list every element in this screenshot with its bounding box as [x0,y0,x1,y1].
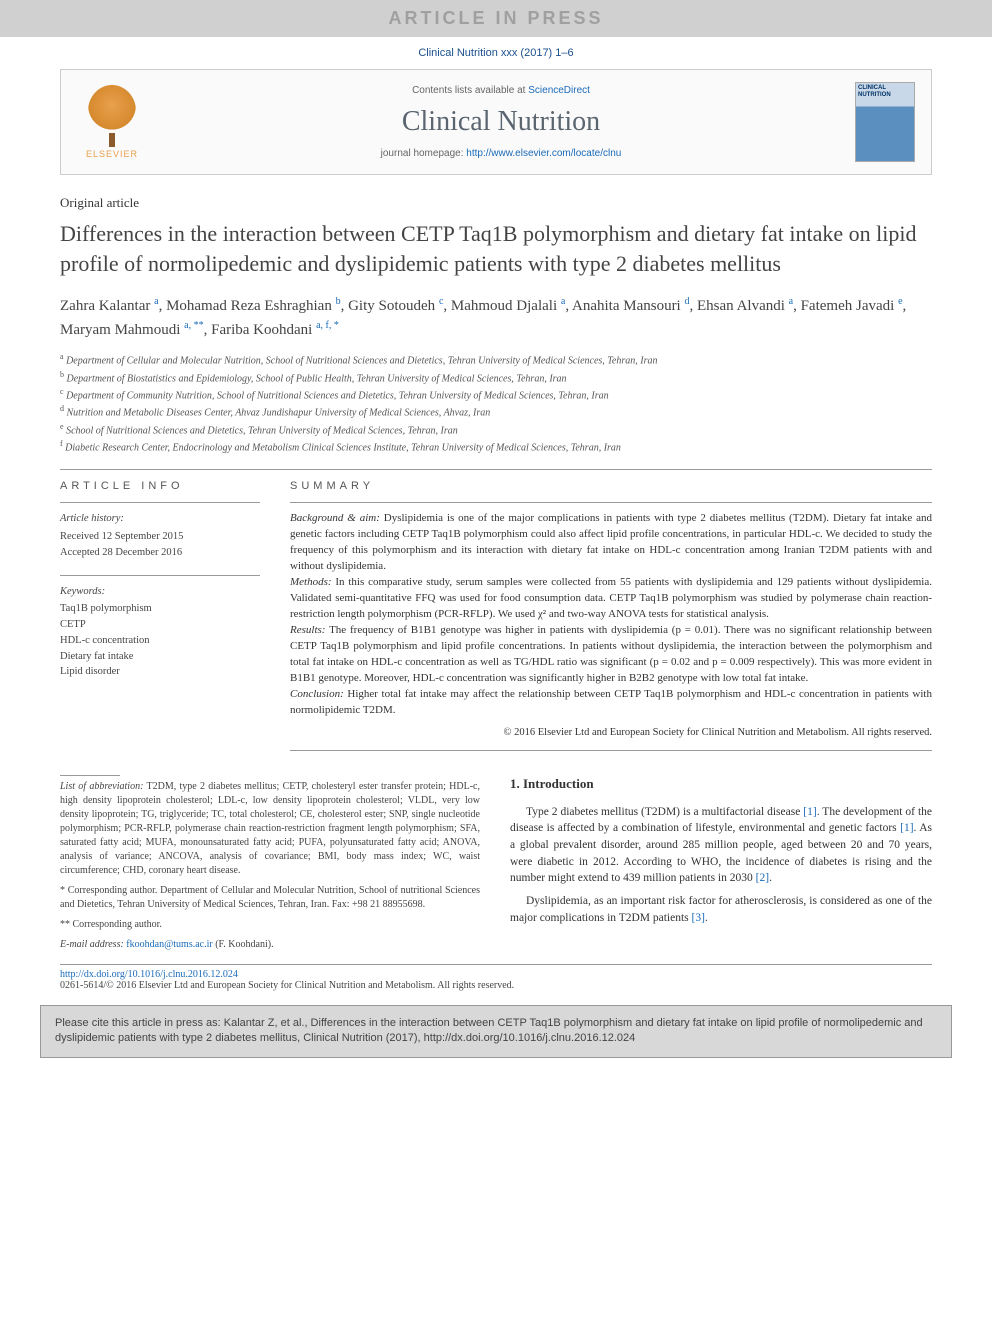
background-header: Background & aim: [290,512,380,524]
intro-p2-end: . [705,912,708,924]
article-info-column: ARTICLE INFO Article history: Received 1… [60,480,260,750]
ref-link-1b[interactable]: [1] [900,822,913,834]
ref-link-3[interactable]: [3] [692,912,705,924]
contents-pre: Contents lists available at [412,85,528,96]
email-link[interactable]: fkoohdan@tums.ac.ir [126,939,212,950]
methods-header: Methods: [290,576,332,588]
keywords-block: Keywords: Taq1B polymorphismCETPHDL-c co… [60,584,260,681]
intro-paragraph-1: Type 2 diabetes mellitus (T2DM) is a mul… [510,804,932,887]
summary-copyright: © 2016 Elsevier Ltd and European Society… [290,725,932,740]
keyword-item: Lipid disorder [60,664,260,680]
intro-p1-pre: Type 2 diabetes mellitus (T2DM) is a mul… [526,806,803,818]
summary-text: Background & aim: Dyslipidemia is one of… [290,511,932,739]
journal-header: ELSEVIER Contents lists available at Sci… [60,69,932,175]
authors-list: Zahra Kalantar a, Mohamad Reza Eshraghia… [60,294,932,341]
corresponding-author-2: ** Corresponding author. [60,918,480,932]
divider [60,575,260,576]
elsevier-tree-icon [88,85,136,137]
ref-link-1[interactable]: [1] [803,806,816,818]
bottom-columns: List of abbreviation: T2DM, type 2 diabe… [60,775,932,952]
issn-copyright: 0261-5614/© 2016 Elsevier Ltd and Europe… [60,980,514,991]
methods-text: In this comparative study, serum samples… [290,576,932,620]
affiliation-item: b Department of Biostatistics and Epidem… [60,369,932,386]
corresponding-author-1: * Corresponding author. Department of Ce… [60,884,480,912]
email-header: E-mail address: [60,939,124,950]
contents-line: Contents lists available at ScienceDirec… [167,85,835,96]
affiliation-item: a Department of Cellular and Molecular N… [60,351,932,368]
abbrev-header: List of abbreviation: [60,781,143,792]
journal-cover-thumbnail [855,82,915,162]
citation-box: Please cite this article in press as: Ka… [40,1005,952,1058]
keywords-header: Keywords: [60,584,260,600]
summary-label: SUMMARY [290,480,932,492]
summary-column: SUMMARY Background & aim: Dyslipidemia i… [290,480,932,750]
divider [290,750,932,751]
article-in-press-banner: ARTICLE IN PRESS [0,0,992,37]
intro-paragraph-2: Dyslipidemia, as an important risk facto… [510,893,932,926]
journal-reference: Clinical Nutrition xxx (2017) 1–6 [0,37,992,65]
keyword-item: Taq1B polymorphism [60,601,260,617]
conclusion-header: Conclusion: [290,688,344,700]
conclusion-text: Higher total fat intake may affect the r… [290,688,932,716]
doi-link[interactable]: http://dx.doi.org/10.1016/j.clnu.2016.12… [60,969,238,980]
background-text: Dyslipidemia is one of the major complic… [290,512,932,572]
homepage-line: journal homepage: http://www.elsevier.co… [167,148,835,159]
footer: http://dx.doi.org/10.1016/j.clnu.2016.12… [60,964,932,991]
header-center: Contents lists available at ScienceDirec… [167,85,835,159]
article-history: Article history: Received 12 September 2… [60,511,260,560]
history-header: Article history: [60,511,260,527]
received-date: Received 12 September 2015 [60,529,260,545]
affiliation-item: d Nutrition and Metabolic Diseases Cente… [60,403,932,420]
homepage-pre: journal homepage: [381,148,467,159]
elsevier-logo: ELSEVIER [77,82,147,162]
divider [60,502,260,503]
email-line: E-mail address: fkoohdan@tums.ac.ir (F. … [60,938,480,952]
results-header: Results: [290,624,325,636]
elsevier-text: ELSEVIER [86,149,138,159]
divider [290,502,932,503]
results-text: The frequency of B1B1 genotype was highe… [290,624,932,684]
introduction-header: 1. Introduction [510,775,932,794]
abbreviations: List of abbreviation: T2DM, type 2 diabe… [60,780,480,878]
abbrev-text: T2DM, type 2 diabetes mellitus; CETP, ch… [60,781,480,876]
email-suffix: (F. Koohdani). [213,939,274,950]
keyword-item: CETP [60,617,260,633]
homepage-link[interactable]: http://www.elsevier.com/locate/clnu [466,148,621,159]
article-type: Original article [60,195,932,211]
keyword-item: Dietary fat intake [60,649,260,665]
journal-name: Clinical Nutrition [167,106,835,138]
intro-p2-pre: Dyslipidemia, as an important risk facto… [510,895,932,924]
ref-link-2[interactable]: [2] [756,872,769,884]
intro-p1-end: . [769,872,772,884]
article-info-label: ARTICLE INFO [60,480,260,492]
affiliation-item: f Diabetic Research Center, Endocrinolog… [60,438,932,455]
article-title: Differences in the interaction between C… [60,219,932,278]
affiliations-list: a Department of Cellular and Molecular N… [60,351,932,455]
footnotes-column: List of abbreviation: T2DM, type 2 diabe… [60,775,480,952]
affiliation-item: c Department of Community Nutrition, Sch… [60,386,932,403]
divider [60,775,120,776]
keyword-item: HDL-c concentration [60,633,260,649]
accepted-date: Accepted 28 December 2016 [60,545,260,561]
introduction-column: 1. Introduction Type 2 diabetes mellitus… [510,775,932,952]
sciencedirect-link[interactable]: ScienceDirect [528,85,590,96]
info-summary-row: ARTICLE INFO Article history: Received 1… [60,480,932,750]
affiliation-item: e School of Nutritional Sciences and Die… [60,421,932,438]
divider [60,469,932,470]
